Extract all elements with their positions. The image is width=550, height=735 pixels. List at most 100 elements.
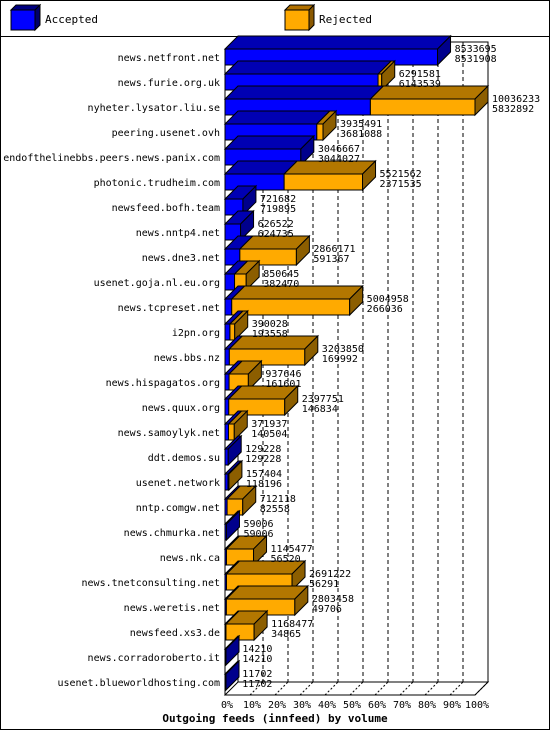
x-tick-label: 0%	[221, 700, 233, 711]
category-label: peering.usenet.ovh	[112, 128, 220, 139]
floor-grid-line	[324, 681, 339, 696]
bar-rejected-side	[284, 384, 299, 417]
category-label: newsfeed.xs3.de	[130, 628, 220, 639]
value-label-accepted: 382470	[263, 279, 299, 290]
bar-accepted-top	[223, 60, 393, 75]
bar-accepted-front	[224, 298, 233, 316]
value-label-offered: 11702	[242, 669, 272, 680]
bar-rejected-side	[253, 609, 268, 642]
bar-rejected-front	[283, 173, 364, 191]
value-label-accepted: 591367	[313, 254, 349, 265]
bar-group	[223, 384, 299, 417]
bar-accepted-side	[437, 34, 452, 67]
bar-rejected-front	[229, 323, 236, 341]
value-label-accepted: 8531908	[455, 54, 497, 65]
category-label: news.nk.ca	[160, 553, 220, 564]
bar-accepted-side	[225, 659, 240, 692]
bar-accepted-front	[224, 473, 229, 491]
bar-accepted-front	[224, 398, 230, 416]
bar-accepted-front	[224, 573, 227, 591]
bar-rejected-side	[242, 484, 257, 517]
bar-group	[223, 259, 261, 292]
value-label-accepted: 624735	[258, 229, 294, 240]
category-label: i2pn.org	[172, 328, 220, 339]
value-label-offered: 157404	[246, 469, 282, 480]
bar-group	[223, 409, 249, 442]
bar-rejected-side	[294, 584, 309, 617]
value-label-offered: 5004958	[367, 294, 409, 305]
bar-accepted-front	[224, 348, 230, 366]
bar-accepted-top	[223, 135, 316, 150]
value-label-accepted: 5832892	[492, 104, 534, 115]
bar-rejected-front	[369, 98, 476, 116]
x-tick-label: 40%	[318, 700, 336, 711]
x-tick-label: 50%	[343, 700, 361, 711]
bar-rejected-side	[291, 559, 306, 592]
value-label-accepted: 129228	[245, 454, 281, 465]
bar-group	[223, 459, 244, 492]
legend-swatch-accepted	[10, 9, 36, 31]
floor-grid-line	[274, 681, 289, 696]
bar-accepted-front	[224, 248, 241, 266]
value-label-accepted: 719895	[260, 204, 296, 215]
bar-rejected-side	[253, 534, 268, 567]
value-label-offered: 2691222	[309, 569, 351, 580]
category-label: news.netfront.net	[118, 53, 220, 64]
value-label-offered: 712118	[260, 494, 296, 505]
value-label-accepted: 82558	[260, 504, 290, 515]
bar-accepted-front	[224, 273, 236, 291]
bar-rejected-side	[362, 159, 377, 192]
bar-rejected-side	[349, 284, 364, 317]
bars	[223, 34, 490, 692]
value-label-accepted: 2371535	[380, 179, 422, 190]
floor-grid-line	[299, 681, 314, 696]
bar-accepted-front	[224, 548, 227, 566]
bar-accepted-front	[224, 423, 229, 441]
value-label-offered: 3935491	[340, 119, 382, 130]
floor-grid-line	[349, 681, 364, 696]
category-label: nyheter.lysator.liu.se	[88, 103, 220, 114]
value-label-accepted: 140504	[251, 429, 287, 440]
bar-accepted-front	[224, 323, 231, 341]
bar-rejected-side	[295, 234, 310, 267]
category-label: news.dne3.net	[142, 253, 220, 264]
x-tick-label: 70%	[393, 700, 411, 711]
value-label-offered: 59006	[243, 519, 273, 530]
bar-rejected-side	[322, 109, 337, 142]
value-label-accepted: 49706	[312, 604, 342, 615]
legend-item-accepted: Accepted	[9, 3, 98, 32]
bar-accepted-top	[223, 85, 385, 100]
bar-rejected-side	[245, 259, 260, 292]
value-label-offered: 2803458	[312, 594, 354, 605]
floor-grid-line	[249, 681, 264, 696]
x-tick-label: 30%	[293, 700, 311, 711]
bar-accepted-front	[224, 373, 230, 391]
value-label-offered: 3203850	[322, 344, 364, 355]
bar-rejected-front	[316, 123, 324, 141]
category-label: usenet.blueworldhosting.com	[57, 678, 220, 689]
value-label-offered: 937646	[265, 369, 301, 380]
floor-grid-line	[449, 681, 464, 696]
floor-grid-line	[424, 681, 439, 696]
bar-rejected-side	[304, 334, 319, 367]
value-label-accepted: 266036	[367, 304, 403, 315]
value-label-accepted: 34865	[271, 629, 301, 640]
category-label: photonic.trudheim.com	[94, 178, 220, 189]
bar-rejected-front	[225, 623, 255, 641]
bar-accepted-front	[224, 498, 228, 516]
value-label-accepted: 193558	[252, 329, 288, 340]
category-labels: news.netfront.net news.furie.org.uk nyhete…	[3, 53, 220, 689]
value-label-accepted: 169992	[322, 354, 358, 365]
x-tick-label: 60%	[368, 700, 386, 711]
floor-grid-line	[399, 681, 414, 696]
bar-rejected-top	[225, 585, 310, 600]
floor-grid-line	[474, 681, 489, 696]
category-label: ddt.demos.su	[148, 453, 220, 464]
floor-grid-line	[374, 681, 389, 696]
category-label: news.chmurka.net	[124, 528, 220, 539]
bar-accepted-top	[223, 35, 452, 50]
bar-rejected-side	[474, 84, 489, 117]
x-tick-label: 100%	[465, 700, 489, 711]
bar-accepted-side	[227, 434, 242, 467]
